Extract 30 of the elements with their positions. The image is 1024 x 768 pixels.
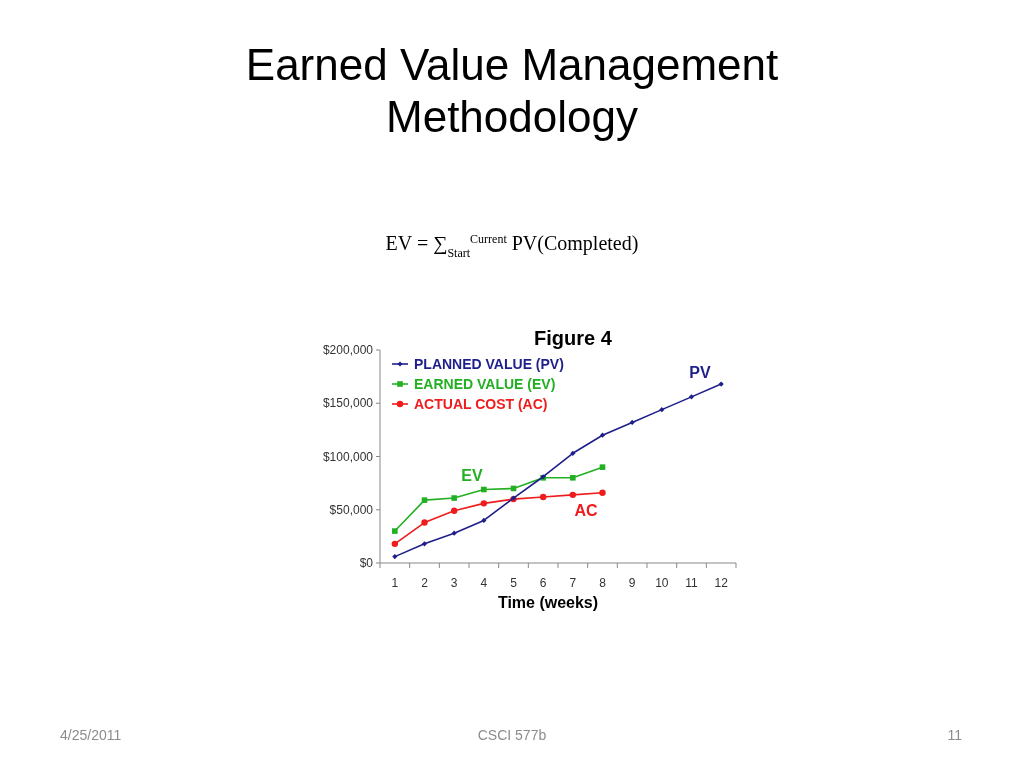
legend-label: ACTUAL COST (AC) bbox=[414, 395, 548, 412]
annotation: PV bbox=[689, 364, 711, 381]
text: CSCI 577b bbox=[477, 727, 547, 743]
y-tick-label: $200,000 bbox=[322, 343, 374, 358]
x-tick-label: 2 bbox=[421, 576, 429, 590]
y-tick-label: $0 bbox=[359, 556, 374, 571]
annotation: AC bbox=[574, 502, 598, 519]
y-tick-label: $50,000 bbox=[329, 502, 374, 517]
x-tick-label: 9 bbox=[628, 576, 636, 590]
y-tick-label: $150,000 bbox=[322, 396, 374, 411]
y-tick-label: $100,000 bbox=[322, 449, 374, 464]
x-tick-label: 5 bbox=[510, 576, 518, 590]
text: 11 bbox=[947, 727, 963, 743]
annotation: EV bbox=[461, 467, 483, 484]
x-tick-label: 7 bbox=[569, 576, 577, 590]
x-tick-label: 1 bbox=[391, 576, 399, 590]
x-tick-label: 8 bbox=[599, 576, 607, 590]
legend-label: PLANNED VALUE (PV) bbox=[414, 355, 564, 372]
x-tick-label: 3 bbox=[450, 576, 458, 590]
x-tick-label: 6 bbox=[539, 576, 547, 590]
chart-subtitle: Figure 4 bbox=[534, 327, 613, 349]
text: 4/25/2011 bbox=[60, 727, 122, 743]
legend-label: EARNED VALUE (EV) bbox=[414, 375, 556, 392]
text: EV = ∑$_{Start}$$^{Current}$ PV(Completed) bbox=[385, 232, 639, 260]
x-tick-label: 4 bbox=[480, 576, 488, 590]
x-axis-title: Time (weeks) bbox=[497, 594, 599, 611]
x-tick-label: 10 bbox=[655, 576, 669, 590]
x-tick-label: 12 bbox=[714, 576, 729, 590]
x-tick-label: 11 bbox=[685, 576, 699, 590]
chart-title: Earned Value Management Methodology bbox=[245, 40, 779, 141]
